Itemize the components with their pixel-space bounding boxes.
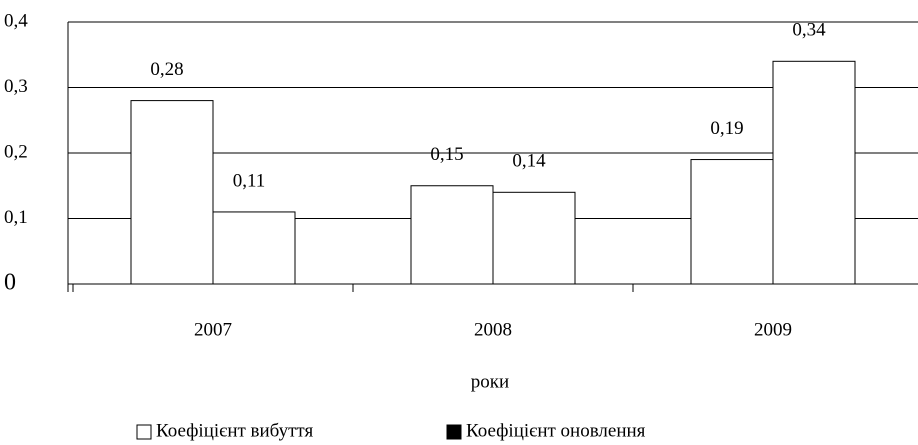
legend-swatch bbox=[446, 424, 462, 440]
value-label: 0,14 bbox=[512, 151, 546, 172]
bar bbox=[410, 185, 494, 285]
value-label: 0,28 bbox=[150, 59, 183, 80]
value-label: 0,11 bbox=[233, 170, 266, 191]
value-label: 0,15 bbox=[430, 144, 463, 165]
bar bbox=[772, 60, 856, 285]
y-tick-label: 0 bbox=[4, 270, 16, 296]
bar bbox=[130, 100, 214, 285]
x-axis-label: роки bbox=[471, 371, 509, 392]
bar bbox=[492, 191, 576, 285]
bar bbox=[690, 159, 774, 285]
legend-swatch bbox=[136, 424, 152, 440]
legend-label: Коефіцієнт вибуття bbox=[156, 420, 313, 441]
x-tick-label: 2007 bbox=[194, 319, 232, 340]
x-tick-label: 2008 bbox=[474, 319, 512, 340]
y-tick-label: 0,3 bbox=[4, 76, 28, 97]
y-tick-label: 0,1 bbox=[4, 207, 28, 228]
y-tick-label: 0,2 bbox=[4, 141, 28, 162]
value-label: 0,34 bbox=[792, 20, 826, 41]
legend-label: Коефіцієнт оновлення bbox=[466, 420, 646, 441]
y-tick-label: 0,4 bbox=[4, 10, 28, 31]
x-tick-label: 2009 bbox=[754, 319, 792, 340]
bar bbox=[212, 211, 296, 285]
value-label: 0,19 bbox=[710, 118, 743, 139]
